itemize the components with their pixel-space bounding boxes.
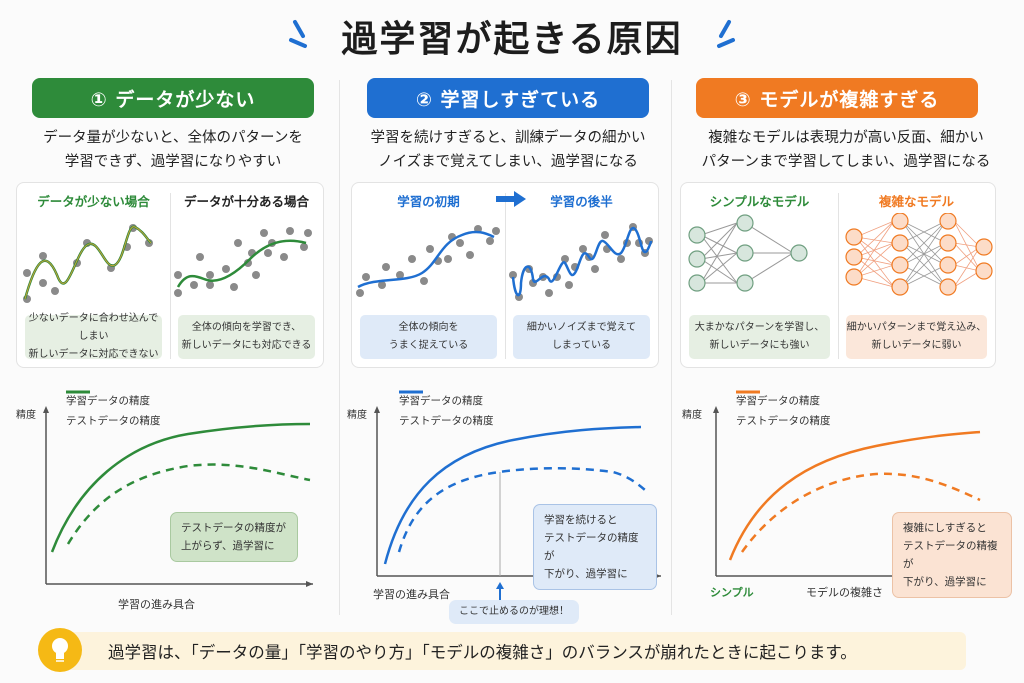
comparison-card: 学習の初期 全体の傾向を うまく捉えている 学習の後半 細かいノイズまで覚えて しま…: [351, 182, 659, 368]
comparison-card: データが少ない場合 少ないデータに合わせ込んでしまい 新しいデータに対応できない …: [16, 182, 324, 368]
pane-note: 全体の傾向を うまく捉えている: [360, 315, 497, 359]
pane-few-data: データが少ない場合 少ないデータに合わせ込んでしまい 新しいデータに対応できない: [17, 183, 170, 367]
pane-title: データが十分ある場合: [183, 194, 309, 209]
accuracy-chart: 学習データの精度 テストデータの精度 精度 学習の進み具合 テストデータの精度が…: [8, 384, 338, 614]
cause-heading: ③ モデルが複雑すぎる: [696, 78, 978, 118]
good-fit-curve-illustration: [174, 227, 312, 297]
arrow-right-icon: [496, 191, 526, 207]
column-divider: [671, 80, 672, 615]
summary-footer: 過学習は、「データの量」「学習のやり方」「モデルの複雑さ」のバランスが崩れたとき…: [36, 628, 968, 672]
smooth-fit-illustration: [356, 225, 500, 297]
pane-note: 大まかなパターンを学習し、 新しいデータにも強い: [689, 315, 830, 359]
cause-heading: ② 学習しすぎている: [367, 78, 649, 118]
chart-legend: 学習データの精度 テストデータの精度: [736, 390, 831, 427]
sparkle-left-icon: [289, 20, 308, 48]
title-row: 過学習が起きる原因: [0, 8, 1024, 64]
pane-early-training: 学習の初期 全体の傾向を うまく捉えている: [352, 183, 505, 367]
pane-enough-data: データが十分ある場合 全体の傾向を学習でき、 新しいデータにも対応できる: [170, 183, 323, 367]
pane-simple-model: シンプルなモデル 大まかなパターンを学習し、 新しいデータにも強い: [681, 183, 838, 367]
x-axis-label: モデルの複雑さ: [806, 586, 883, 599]
chart-callout: 複雑にしすぎると テストデータの精複が 下がり、過学習に: [892, 512, 1012, 598]
pane-title: 複雑なモデル: [878, 194, 954, 209]
pane-complex-model: 複雑なモデル: [838, 183, 995, 367]
y-axis-label: 精度: [682, 410, 702, 421]
complex-network-illustration: [845, 213, 993, 296]
y-axis-label: 精度: [16, 410, 36, 421]
chart-callout: テストデータの精度が 上がらず、過学習に: [170, 512, 298, 562]
comparison-card: シンプルなモデル 大まかなパターンを学習し、 新しいデータにも強い 複雑: [680, 182, 996, 368]
pane-title: データが少ない場合: [37, 194, 150, 209]
sparkle-right-icon: [716, 20, 735, 48]
accuracy-chart: 学習データの精度 テストデータの精度 精度 学習の進み具合 学習を続けると テスト…: [343, 384, 673, 624]
lightbulb-icon: [38, 628, 82, 672]
x-axis-label: 学習の進み具合: [118, 598, 195, 611]
pane-note: 細かいノイズまで覚えて しまっている: [513, 315, 650, 359]
stop-point-label: ここで止めるのが理想！: [449, 600, 579, 624]
cause-column-complex-model: ③ モデルが複雑すぎる 複雑なモデルは表現力が高い反面、細かい パターンまで学習し…: [676, 74, 1016, 619]
column-divider: [339, 80, 340, 615]
cause-column-overtraining: ② 学習しすぎている 学習を続けすぎると、訓練データの細かい ノイズまで覚えてしま…: [343, 74, 673, 624]
chart-legend: 学習データの精度 テストデータの精度: [399, 390, 494, 427]
pane-note: 全体の傾向を学習でき、 新しいデータにも対応できる: [178, 315, 315, 359]
cause-description: データ量が少ないと、全体のパターンを 学習できず、過学習になりやすい: [43, 130, 303, 170]
x-axis-min-label: シンプル: [710, 586, 754, 599]
y-axis-label: 精度: [347, 410, 367, 421]
chart-legend: 学習データの精度 テストデータの精度: [66, 390, 161, 427]
summary-text: 過学習は、「データの量」「学習のやり方」「モデルの複雑さ」のバランスが崩れたとき…: [66, 632, 966, 670]
pane-late-training: 学習の後半 細かいノイズまで覚えて しまっている: [505, 183, 658, 367]
pane-note: 細かいパターンまで覚え込み、 新しいデータに弱い: [846, 315, 987, 359]
wiggly-overfit-illustration: [509, 223, 653, 301]
cause-description: 学習を続けすぎると、訓練データの細かい ノイズまで覚えてしまい、過学習になる: [370, 130, 646, 170]
chart-callout: 学習を続けると テストデータの精度が 下がり、過学習に: [533, 504, 657, 590]
overfit-curve-illustration: [23, 224, 153, 303]
x-axis-label: 学習の進み具合: [373, 588, 450, 601]
pane-title: 学習の後半: [550, 194, 613, 209]
pane-note: 少ないデータに合わせ込んでしまい 新しいデータに対応できない: [25, 313, 162, 360]
pane-title: 学習の初期: [397, 194, 460, 209]
simple-network-illustration: [688, 214, 808, 292]
page-title: 過学習が起きる原因: [341, 19, 683, 60]
cause-heading: ① データが少ない: [32, 78, 314, 118]
cause-description: 複雑なモデルは表現力が高い反面、細かい パターンまで学習してしまい、過学習になる: [701, 130, 991, 170]
cause-column-data-shortage: ① データが少ない データ量が少ないと、全体のパターンを 学習できず、過学習になり…: [8, 74, 338, 619]
pane-title: シンプルなモデル: [709, 194, 810, 209]
accuracy-chart: 学習データの精度 テストデータの精度 精度 シンプル モデルの複雑さ 複雑 複雑…: [676, 384, 1016, 614]
